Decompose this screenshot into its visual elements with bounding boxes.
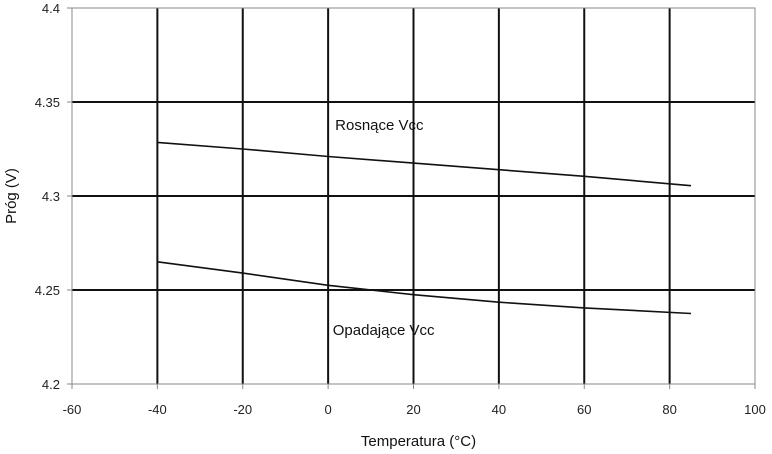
- x-tick-label: 80: [662, 402, 676, 417]
- annotations: Rosnące Vcc Opadające Vcc: [333, 117, 435, 339]
- x-tick-label: 0: [325, 402, 332, 417]
- x-tick-label: -20: [233, 402, 252, 417]
- series-line: [157, 261, 692, 315]
- y-tick-labels: 4.2 4.25 4.3 4.35 4.4: [35, 1, 60, 392]
- series-layer: [157, 141, 692, 315]
- series-label: Opadające Vcc: [333, 322, 435, 339]
- plot-frame: [71, 7, 756, 385]
- grid: [67, 7, 756, 389]
- x-tick-label: 60: [577, 402, 591, 417]
- series-label: Rosnące Vcc: [335, 117, 424, 134]
- x-tick-label: -60: [63, 402, 82, 417]
- x-tick-label: 20: [406, 402, 420, 417]
- x-axis-title: Temperatura (°C): [361, 433, 476, 450]
- y-tick-label: 4.2: [42, 377, 60, 392]
- y-tick-label: 4.3: [42, 189, 60, 204]
- x-tick-label: 100: [744, 402, 766, 417]
- y-tick-label: 4.35: [35, 95, 60, 110]
- y-tick-label: 4.4: [42, 1, 60, 16]
- series-line: [157, 141, 692, 187]
- x-tick-label: -40: [148, 402, 167, 417]
- y-tick-label: 4.25: [35, 283, 60, 298]
- x-tick-labels: -60 -40 -20 0 20 40 60 80 100: [63, 402, 766, 417]
- y-axis-title: Próg (V): [3, 168, 20, 224]
- x-tick-label: 40: [492, 402, 506, 417]
